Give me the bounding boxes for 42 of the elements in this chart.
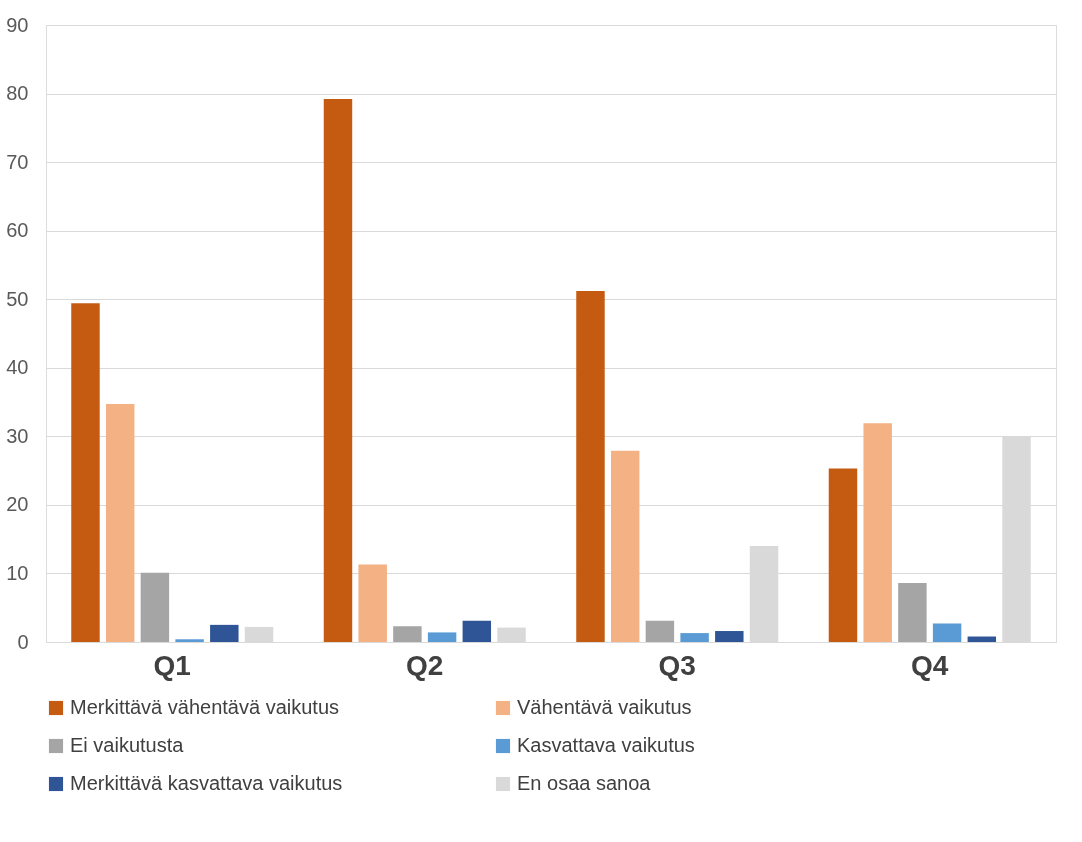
- y-tick-label: 50: [6, 287, 29, 310]
- bar: [610, 450, 640, 642]
- y-tick-label: 90: [6, 13, 29, 36]
- bar: [210, 624, 239, 642]
- y-tick-label: 30: [6, 424, 29, 447]
- y-tick-label: 0: [17, 630, 29, 653]
- legend-label: Merkittävä kasvattava vaikutus: [70, 772, 343, 794]
- bar: [497, 627, 526, 642]
- y-tick-label: 70: [6, 150, 29, 173]
- y-tick-label: 10: [6, 561, 29, 584]
- bar: [105, 404, 135, 642]
- y-tick-label: 80: [6, 82, 29, 105]
- legend-label: Vähentävä vaikutus: [517, 696, 692, 718]
- legend-label: Ei vaikutusta: [70, 734, 185, 756]
- bar: [140, 572, 170, 642]
- bar: [175, 639, 204, 642]
- bar: [645, 620, 675, 642]
- bar: [967, 636, 997, 642]
- bar: [828, 468, 858, 642]
- y-tick-label: 60: [6, 219, 29, 242]
- x-tick-label: Q2: [406, 649, 444, 681]
- bar: [680, 633, 709, 642]
- bar: [393, 626, 422, 642]
- bar: [462, 620, 492, 642]
- bar: [932, 623, 962, 642]
- legend-label: Kasvattava vaikutus: [517, 734, 695, 756]
- x-tick-label: Q4: [911, 649, 949, 681]
- legend-label: Merkittävä vähentävä vaikutus: [70, 696, 340, 718]
- bar: [898, 583, 927, 642]
- bar: [576, 291, 605, 642]
- bar: [244, 626, 274, 642]
- y-tick-label: 40: [6, 356, 29, 379]
- bar: [863, 423, 892, 642]
- x-tick-label: Q1: [153, 649, 191, 681]
- bar: [427, 632, 457, 642]
- bar: [715, 631, 744, 642]
- bar: [358, 564, 387, 642]
- bar: [71, 303, 100, 642]
- y-tick-label: 20: [6, 493, 29, 516]
- bar: [323, 99, 353, 642]
- legend-label: En osaa sanoa: [517, 772, 652, 794]
- x-tick-label: Q3: [658, 649, 696, 681]
